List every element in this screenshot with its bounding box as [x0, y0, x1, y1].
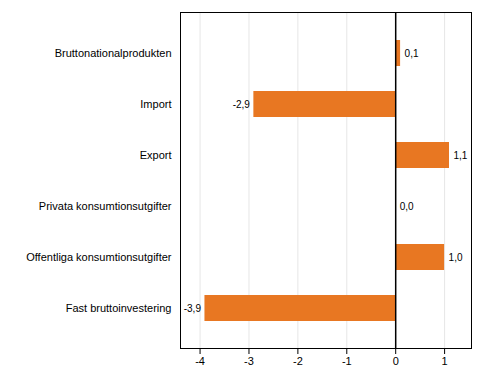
svg-text:-3,9: -3,9: [184, 303, 202, 314]
svg-text:-2: -2: [293, 355, 303, 367]
svg-text:Privata konsumtionsutgifter: Privata konsumtionsutgifter: [39, 200, 172, 212]
svg-text:1,0: 1,0: [449, 252, 463, 263]
svg-text:-4: -4: [195, 355, 205, 367]
svg-text:Bruttonationalprodukten: Bruttonationalprodukten: [55, 47, 172, 59]
svg-text:0,0: 0,0: [400, 201, 414, 212]
svg-text:Fast bruttoinvestering: Fast bruttoinvestering: [66, 302, 172, 314]
svg-text:1,1: 1,1: [453, 150, 467, 161]
svg-text:-2,9: -2,9: [233, 99, 251, 110]
svg-text:1: 1: [442, 355, 448, 367]
svg-text:-3: -3: [244, 355, 254, 367]
svg-text:Import: Import: [140, 98, 171, 110]
svg-text:Offentliga konsumtionsutgifter: Offentliga konsumtionsutgifter: [26, 251, 172, 263]
svg-text:0: 0: [393, 355, 399, 367]
svg-text:Export: Export: [140, 149, 172, 161]
svg-text:0,1: 0,1: [405, 48, 419, 59]
svg-text:-1: -1: [342, 355, 352, 367]
